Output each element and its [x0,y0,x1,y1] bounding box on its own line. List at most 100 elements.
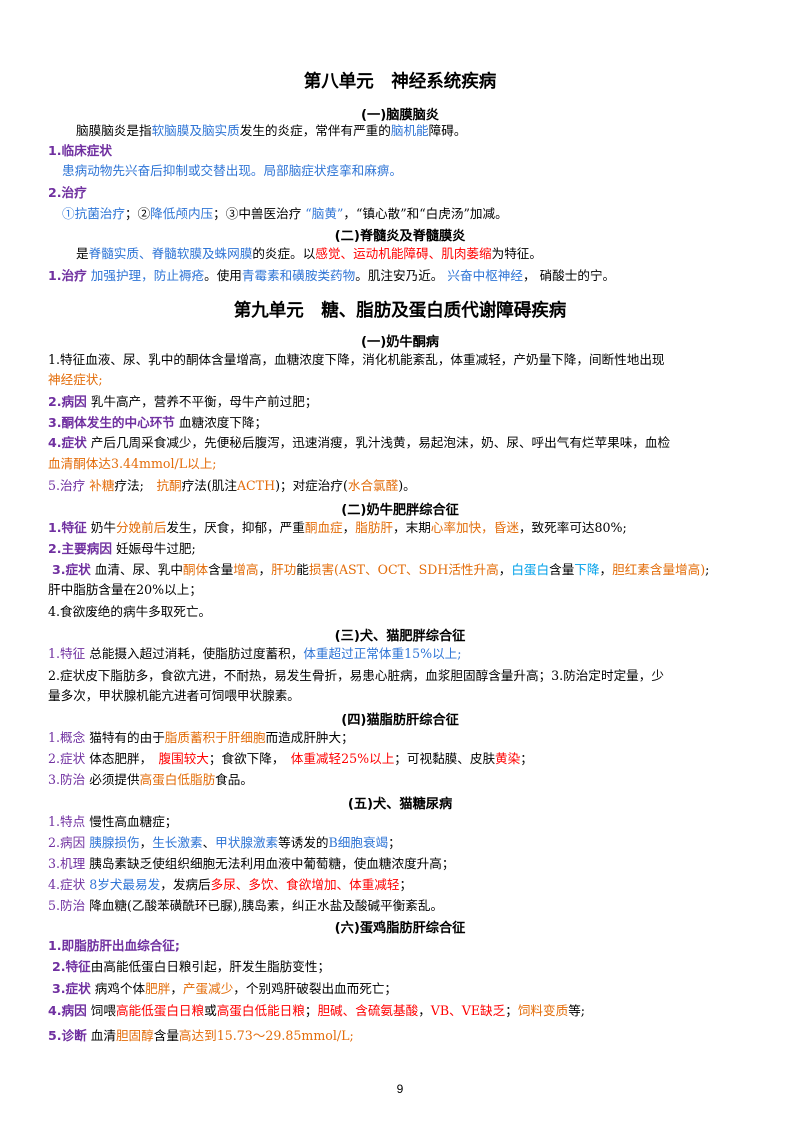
text-segment: ， [498,562,512,577]
text-segment: 降血糖(乙酸苯磺酰环已脲),胰岛素，纠正水盐及酸碱平衡紊乱。 [85,898,444,913]
text-segment: ，个别鸡肝破裂出血而死亡； [233,981,398,996]
text-segment: 2.病因 [48,394,87,409]
text-segment: 肝功 [271,562,297,577]
text-segment: 8岁犬最易发 [85,877,161,892]
text-segment: 3.症状 [52,981,91,996]
text-segment: 胰岛素缺乏使组织细胞无法利用血液中葡萄糖，使血糖浓度升高； [85,856,455,871]
text-segment: 2.特征 [52,959,91,974]
text-segment: (二)奶牛肥胖综合征 [341,503,459,518]
text-segment: 含量 [208,562,234,577]
text-segment: 1.治疗 [48,268,87,283]
text-segment: (一)脑膜脑炎 [361,108,439,123]
text-line: 血清酮体达3.44mmol/L以上; [48,455,217,473]
text-segment: 酮血症 [304,520,343,535]
text-segment: (五)犬、猫糖尿病 [347,797,453,812]
text-segment: (三)犬、猫肥胖综合征 [334,629,466,644]
text-segment: 脑机能 [390,123,429,138]
section-heading: (五)犬、猫糖尿病 [0,793,800,812]
text-segment: 的炎症。以 [252,246,316,261]
text-segment: )；对症治疗( [275,478,348,493]
section-heading: (四)猫脂肪肝综合征 [0,709,800,728]
text-line: 1.特征 总能摄入超过消耗，使脂肪过度蓄积，体重超过正常体重15%以上; [48,645,462,663]
text-segment: ，末期 [393,520,431,535]
unit-title: 第八单元 神经系统疾病 [0,68,800,93]
text-segment: 脂质蓄积于肝细胞 [164,730,266,745]
text-line: 3.症状 病鸡个体肥胖，产蛋减少，个别鸡肝破裂出血而死亡； [52,980,397,998]
text-segment: 妊娠母牛过肥; [111,541,196,556]
text-segment: 血清酮体达3.44mmol/L以上; [48,456,217,471]
text-segment: 而造成肝肿大； [265,730,354,745]
text-line: 是脊髓实质、脊髓软膜及蛛网膜的炎症。以感觉、运动机能障碍、肌肉萎缩为特征。 [76,245,542,263]
text-segment: ①抗菌治疗 [62,206,125,221]
text-segment: 胆碱、含硫氨基酸 [317,1003,419,1018]
text-segment: 肝中脂肪含量在20%以上； [48,582,202,597]
text-segment: 5.诊断 [48,1028,87,1043]
text-segment: )。 [398,478,416,493]
text-segment: 为特征。 [491,246,542,261]
text-segment: 疗法; [114,478,157,493]
text-segment: 由高能低蛋白日粮引起，肝发生脂肪变性； [90,959,331,974]
text-line: 3.防治 必须提供高蛋白低脂肪食品。 [48,771,253,789]
text-segment: (一)奶牛酮病 [361,335,439,350]
section-heading: (一)脑膜脑炎 [0,104,800,123]
text-segment: 3.防治 [48,772,86,787]
text-segment: (四)猫脂肪肝综合征 [341,713,459,728]
text-segment: ，“镇心散”和“白虎汤”加减。 [343,206,508,221]
text-segment: 胆固醇 [115,1028,154,1043]
text-segment: 肥胖 [145,981,171,996]
text-line: 1.特征血液、尿、乳中的酮体含量增高，血糖浓度下降，消化机能紊乱，体重减轻，产奶… [48,351,665,369]
text-segment: ACTH [236,478,276,493]
text-line: 肝中脂肪含量在20%以上； [48,581,202,599]
text-segment: ， [418,1003,431,1018]
text-segment: 体重减轻25%以上 [290,751,395,766]
text-segment: 多尿、多饮、食欲增加、体重减轻 [210,877,400,892]
section-heading: (二)奶牛肥胖综合征 [0,499,800,518]
section-heading: (二)脊髓炎及脊髓膜炎 [0,225,800,244]
text-segment: 障碍。 [428,123,467,138]
text-segment: 总能摄入超过消耗，使脂肪过度蓄积， [85,646,304,661]
text-segment: ， [258,562,272,577]
text-segment: (六)蛋鸡脂肪肝综合征 [334,921,466,936]
text-segment: 4.症状 [48,877,86,892]
text-line: 2.症状皮下脂肪多，食欲亢进，不耐热，易发生骨折，易患心脏病，血浆胆固醇含量升高… [48,667,664,685]
text-segment: 3.酮体发生的中心环节 [48,415,175,430]
text-segment: ，致死率可达80%; [518,520,627,535]
text-segment: 能 [296,562,309,577]
text-segment: ； [388,835,401,850]
text-segment: 含量 [153,1028,179,1043]
text-segment: 生长激素 [152,835,203,850]
text-line: 2.病因 胰腺损伤，生长激素、甲状腺激素等诱发的B细胞衰竭； [48,834,401,852]
text-segment: 4.病因 [48,1003,87,1018]
text-line: 5.防治 降血糖(乙酸苯磺酰环已脲),胰岛素，纠正水盐及酸碱平衡紊乱。 [48,897,443,915]
text-line: 2.主要病因 妊娠母牛过肥; [48,540,196,558]
text-segment: 第八单元 神经系统疾病 [303,72,497,92]
text-segment: 等; [568,1003,586,1018]
text-segment: ； [399,877,413,892]
text-segment: 下降 [574,562,600,577]
text-line: 患病动物先兴奋后抑制或交替出现。局部脑症状痉挛和麻痹。 [62,162,402,180]
text-segment: 2.治疗 [48,185,87,200]
text-segment: 奶牛 [86,520,116,535]
text-segment: 高蛋白低能日粮 [216,1003,305,1018]
text-segment: 饲喂 [86,1003,116,1018]
text-segment: 饲料变质 [517,1003,569,1018]
text-segment: 高蛋白低脂肪 [139,772,216,787]
text-line: 2.症状 体态肥胖， 腹围较大；食欲下降， 体重减轻25%以上；可视黏膜、皮肤黄… [48,750,533,768]
text-segment: 是 [76,246,89,261]
text-segment: 1.特征 [48,520,87,535]
text-segment: 降低颅内压 [150,206,214,221]
text-line: 2.病因 乳牛高产，营养不平衡，母牛产前过肥； [48,393,317,411]
text-segment: 2.主要病因 [48,541,112,556]
text-segment: ；③中兽医治疗 [213,206,306,221]
text-segment: 血清 [86,1028,116,1043]
text-segment: 1.概念 [48,730,86,745]
text-line: 2.特征由高能低蛋白日粮引起，肝发生脂肪变性； [52,958,330,976]
text-segment: ； [505,1003,518,1018]
text-segment: 必须提供 [85,772,140,787]
text-segment: 乳牛高产，营养不平衡，母牛产前过肥； [86,394,318,409]
text-line: 1.临床症状 [48,142,112,160]
text-line: 5.治疗 补糖疗法; 抗酮疗法(肌注ACTH)；对症治疗(水合氯醛)。 [48,477,416,495]
text-segment: ；可视黏膜、皮肤 [394,751,496,766]
text-line: 3.酮体发生的中心环节 血糖浓度下降； [48,414,267,432]
